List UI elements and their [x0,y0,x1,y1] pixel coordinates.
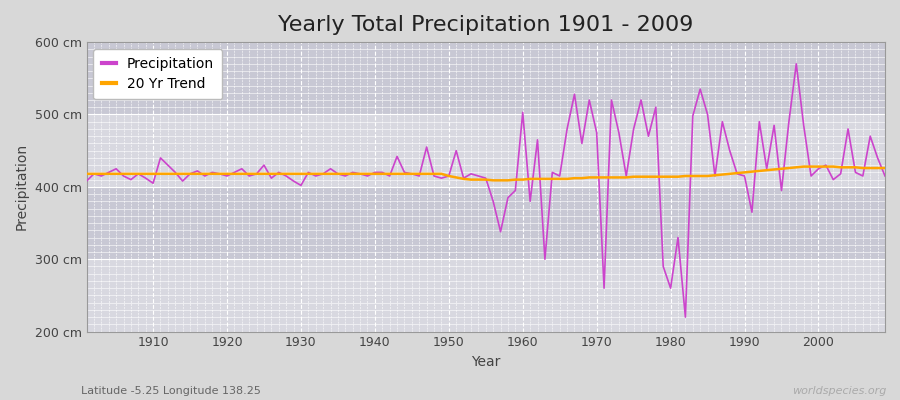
20 Yr Trend [518,177,528,182]
Bar [86,114,885,187]
20 Yr Trend [525,176,535,181]
20 Yr Trend [488,178,499,183]
20 Yr Trend [614,175,625,180]
Precipitation [81,179,92,184]
Precipitation [680,315,691,320]
X-axis label: Year: Year [471,355,500,369]
Bar [86,259,885,332]
Precipitation [510,188,521,193]
Legend: Precipitation, 20 Yr Trend: Precipitation, 20 Yr Trend [94,49,222,99]
Y-axis label: Precipitation: Precipitation [15,143,29,230]
Bar [86,42,885,114]
20 Yr Trend [347,172,358,176]
Precipitation [347,170,358,175]
20 Yr Trend [879,166,890,170]
20 Yr Trend [303,172,314,176]
Bar [86,187,885,259]
Precipitation [879,174,890,178]
Line: Precipitation: Precipitation [86,64,885,317]
Precipitation [140,176,151,180]
Text: Latitude -5.25 Longitude 138.25: Latitude -5.25 Longitude 138.25 [81,386,261,396]
Text: worldspecies.org: worldspecies.org [792,386,886,396]
20 Yr Trend [81,172,92,176]
Precipitation [791,62,802,66]
Precipitation [606,98,616,102]
Precipitation [518,110,528,115]
Precipitation [303,170,314,175]
Title: Yearly Total Precipitation 1901 - 2009: Yearly Total Precipitation 1901 - 2009 [278,15,694,35]
20 Yr Trend [140,172,151,176]
20 Yr Trend [798,164,809,169]
Line: 20 Yr Trend: 20 Yr Trend [86,166,885,180]
